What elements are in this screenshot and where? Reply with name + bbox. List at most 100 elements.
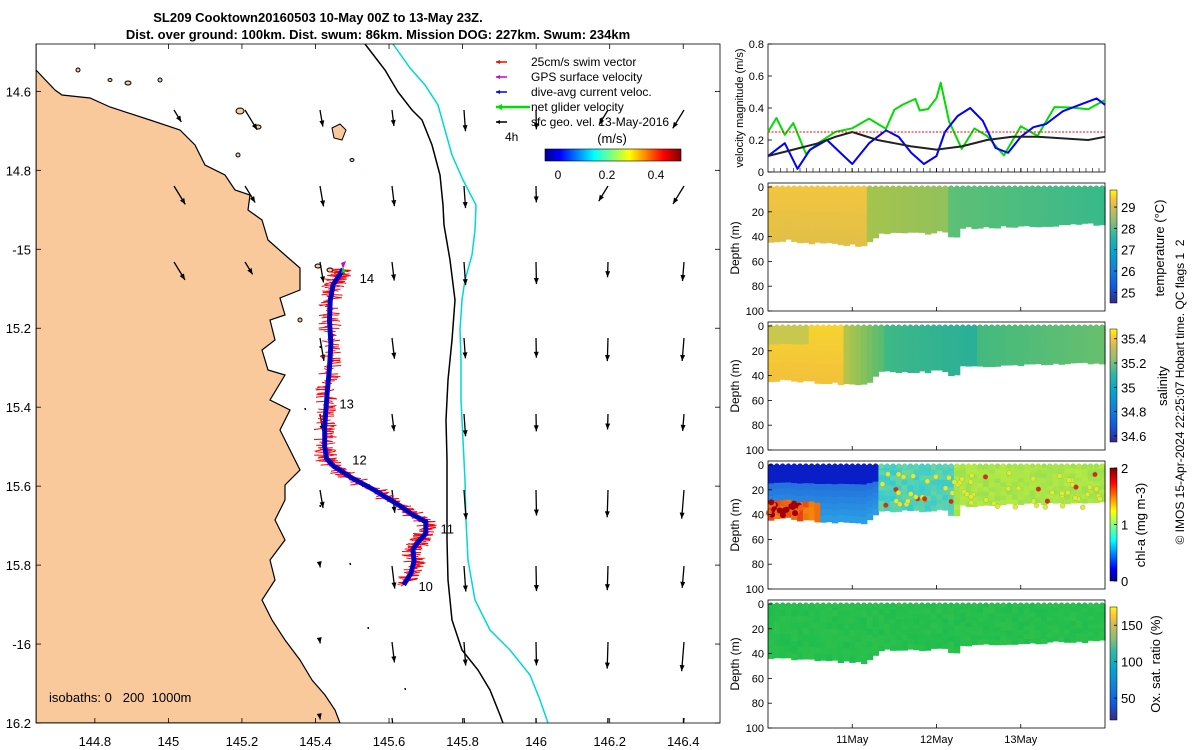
section-cell bbox=[791, 193, 798, 200]
section-cell bbox=[831, 212, 839, 219]
chlorophyll-point bbox=[768, 499, 775, 506]
section-cell bbox=[953, 363, 961, 370]
section-cell bbox=[861, 239, 868, 247]
section-cell bbox=[1081, 481, 1089, 487]
section-cell bbox=[1081, 334, 1089, 339]
section-surface-point bbox=[954, 602, 960, 608]
section-cell bbox=[953, 192, 961, 199]
section-cell bbox=[907, 639, 914, 645]
section-cell bbox=[1087, 218, 1094, 224]
section-surface-point bbox=[791, 324, 797, 330]
section-cell bbox=[808, 622, 816, 629]
section-cell bbox=[779, 615, 786, 623]
section-cell bbox=[930, 212, 938, 219]
section-cell bbox=[861, 517, 868, 525]
chlorophyll-point bbox=[765, 510, 772, 516]
section-surface-point bbox=[931, 185, 937, 191]
section-cell bbox=[1064, 486, 1071, 492]
section-cell bbox=[890, 614, 897, 620]
section-cell bbox=[866, 205, 874, 212]
section-surface-point bbox=[919, 602, 925, 608]
section-surface-point bbox=[948, 185, 954, 191]
section-cell bbox=[1099, 616, 1106, 621]
section-cell bbox=[1023, 612, 1031, 618]
section-cell bbox=[1093, 208, 1100, 213]
section-cell bbox=[814, 610, 821, 618]
section-cell bbox=[936, 484, 943, 491]
section-y-tick-label: 40 bbox=[752, 232, 764, 244]
chlorophyll-point bbox=[1042, 504, 1048, 510]
section-cell bbox=[1041, 343, 1048, 349]
section-cell bbox=[843, 509, 850, 517]
section-cell bbox=[919, 197, 926, 203]
section-cell bbox=[808, 237, 816, 245]
section-surface-point bbox=[1024, 185, 1030, 191]
section-cell bbox=[785, 488, 792, 495]
section-cell bbox=[849, 477, 856, 485]
section-y-tick-label: 20 bbox=[752, 346, 764, 358]
section-surface-point bbox=[1064, 463, 1070, 469]
section-cell bbox=[1017, 204, 1025, 210]
section-cell bbox=[1081, 473, 1089, 479]
section-cell bbox=[855, 623, 862, 631]
colorbar-tick-label: 35 bbox=[1121, 380, 1135, 395]
section-cell bbox=[1006, 630, 1013, 636]
section-cell bbox=[901, 639, 908, 646]
section-y-tick-label: 100 bbox=[746, 306, 764, 318]
section-cell bbox=[791, 368, 798, 376]
section-cell bbox=[872, 503, 879, 510]
section-cell bbox=[773, 645, 781, 653]
section-cell bbox=[791, 229, 798, 236]
section-cell bbox=[837, 642, 845, 650]
section-cell bbox=[785, 476, 792, 483]
section-cell bbox=[977, 635, 984, 641]
section-cell bbox=[779, 229, 786, 236]
section-cell bbox=[965, 209, 972, 214]
section-cell bbox=[977, 474, 984, 480]
section-surface-point bbox=[1029, 185, 1036, 191]
section-cell bbox=[826, 205, 833, 213]
section-cell bbox=[895, 207, 903, 213]
section-cell bbox=[1029, 342, 1036, 348]
section-cell bbox=[919, 645, 926, 652]
section-cell bbox=[1093, 498, 1100, 504]
section-cell bbox=[1006, 608, 1013, 614]
section-cell bbox=[1064, 633, 1071, 639]
section-cell bbox=[884, 505, 891, 512]
section-cell bbox=[872, 192, 879, 199]
section-cell bbox=[977, 361, 984, 367]
section-cell bbox=[843, 648, 850, 656]
section-cell bbox=[1058, 207, 1065, 213]
section-cell bbox=[907, 362, 914, 368]
section-cell bbox=[802, 489, 810, 496]
section-cell bbox=[913, 212, 920, 218]
section-cell bbox=[1000, 217, 1007, 222]
day-label: 11 bbox=[441, 522, 455, 537]
section-cell bbox=[808, 332, 816, 339]
section-cell bbox=[779, 633, 786, 641]
section-cell bbox=[983, 353, 990, 359]
section-cell bbox=[808, 495, 816, 503]
section-cell bbox=[948, 231, 955, 238]
section-cell bbox=[872, 470, 879, 477]
section-surface-point bbox=[971, 463, 977, 469]
section-cell bbox=[994, 617, 1001, 623]
section-cell bbox=[907, 197, 914, 203]
section-cell bbox=[1052, 632, 1060, 638]
section-cell bbox=[820, 351, 827, 359]
section-cell bbox=[1006, 477, 1013, 483]
section-cell bbox=[977, 639, 984, 645]
section-cell bbox=[953, 647, 961, 654]
section-cell bbox=[901, 504, 908, 511]
section-surface-point bbox=[1082, 185, 1088, 191]
section-cell bbox=[785, 337, 792, 345]
section-cell bbox=[768, 634, 775, 641]
section-cell bbox=[948, 504, 955, 511]
section-cell bbox=[1075, 220, 1083, 225]
section-cell bbox=[878, 470, 885, 476]
section-cell bbox=[890, 624, 897, 631]
section-cell bbox=[1029, 195, 1036, 201]
section-surface-point bbox=[995, 463, 1001, 469]
map-x-axis: 144.8 145 145.2 145.4 145.6 145.8 146 146.2 146.… bbox=[79, 44, 699, 749]
section-cell bbox=[768, 356, 775, 364]
